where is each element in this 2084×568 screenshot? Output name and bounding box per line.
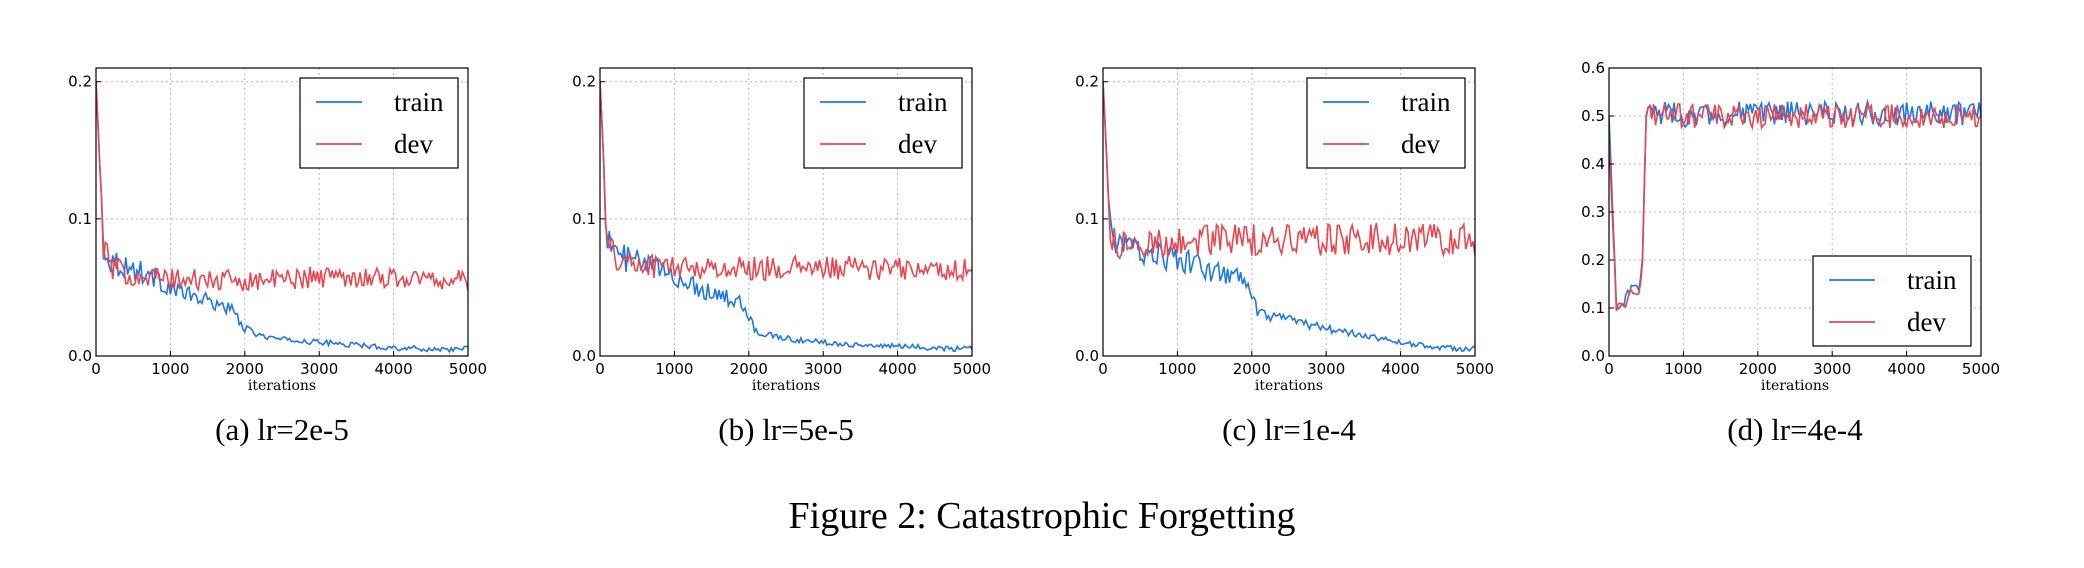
y-tick-label: 0.1 [1581, 299, 1605, 317]
legend: train dev [299, 77, 459, 169]
x-tick-label: 4000 [375, 360, 413, 378]
legend-label-train: train [1401, 87, 1451, 117]
y-tick-label: 0.4 [1581, 155, 1605, 173]
y-tick-label: 0.1 [572, 210, 596, 228]
figure-caption: Figure 2: Catastrophic Forgetting [789, 495, 1296, 537]
y-tick-label: 0.2 [1075, 73, 1099, 91]
panel-caption: (a) lr=2e-5 [215, 412, 349, 447]
legend-label-train: train [394, 87, 444, 117]
panel-caption: (d) lr=4e-4 [1727, 412, 1863, 447]
legend-label-dev: dev [394, 129, 433, 159]
series-line-dev [96, 81, 468, 293]
x-tick-label: 0 [595, 360, 605, 378]
x-tick-label: 0 [1604, 360, 1614, 378]
x-tick-label: 1000 [655, 360, 693, 378]
x-tick-label: 0 [1098, 360, 1108, 378]
x-tick-label: 5000 [953, 360, 991, 378]
series-line-train [600, 81, 972, 353]
legend-box [299, 77, 459, 169]
series-line-dev [1609, 101, 1981, 312]
x-tick-label: 5000 [1456, 360, 1494, 378]
y-tick-label: 0.2 [68, 73, 92, 91]
y-tick-label: 0.0 [68, 347, 92, 365]
plot-frame [1102, 67, 1476, 357]
x-tick-label: 4000 [1382, 360, 1420, 378]
chart-panel-3: 0 1000 2000 3000 4000 5000 0.0 0.1 0.2 iterations… [1075, 67, 1494, 447]
x-tick-label: 4000 [1888, 360, 1926, 378]
panel-caption: (c) lr=1e-4 [1222, 412, 1356, 447]
x-tick-label: 3000 [300, 360, 338, 378]
x-tick-label: 3000 [1813, 360, 1851, 378]
x-tick-label: 1000 [1158, 360, 1196, 378]
legend-label-dev: dev [1401, 129, 1440, 159]
y-tick-label: 0.3 [1581, 203, 1605, 221]
legend: train dev [1812, 255, 1972, 347]
x-axis-label: iterations [248, 378, 316, 394]
legend-box [1812, 255, 1972, 347]
y-tick-label: 0.2 [1581, 251, 1605, 269]
x-tick-label: 2000 [730, 360, 768, 378]
y-tick-label: 0.0 [1075, 347, 1099, 365]
legend: train dev [1306, 77, 1466, 169]
x-tick-label: 3000 [804, 360, 842, 378]
legend-box [803, 77, 963, 169]
x-tick-label: 2000 [1739, 360, 1777, 378]
legend: train dev [803, 77, 963, 169]
chart-panel-4: 0 1000 2000 3000 4000 5000 0.0 0.1 0.2 0.3 0.4 0.5 0… [1581, 59, 2000, 447]
y-tick-label: 0.0 [572, 347, 596, 365]
x-axis-label: iterations [1761, 378, 1829, 394]
x-tick-label: 5000 [449, 360, 487, 378]
legend-label-dev: dev [1907, 307, 1946, 337]
x-tick-label: 3000 [1307, 360, 1345, 378]
plot-frame [599, 67, 973, 357]
y-tick-label: 0.1 [68, 210, 92, 228]
y-tick-label: 0.2 [572, 73, 596, 91]
series-line-train [1609, 98, 1981, 310]
plot-frame [95, 67, 469, 357]
y-tick-label: 0.1 [1075, 210, 1099, 228]
x-tick-label: 5000 [1962, 360, 2000, 378]
x-tick-label: 2000 [1233, 360, 1271, 378]
panel-caption: (b) lr=5e-5 [718, 412, 853, 447]
y-tick-label: 0.6 [1581, 59, 1605, 77]
legend-label-train: train [898, 87, 948, 117]
chart-panel-2: 0 1000 2000 3000 4000 5000 0.0 0.1 0.2 iterations… [572, 67, 991, 447]
legend-label-train: train [1907, 265, 1957, 295]
x-tick-label: 4000 [879, 360, 917, 378]
x-tick-label: 1000 [151, 360, 189, 378]
x-tick-label: 2000 [226, 360, 264, 378]
x-tick-label: 0 [91, 360, 101, 378]
chart-panel-1: 0 1000 2000 3000 4000 5000 0.0 0.1 0.2 iterations… [68, 67, 487, 447]
y-tick-label: 0.5 [1581, 107, 1605, 125]
series-line-train [1103, 81, 1475, 353]
legend-label-dev: dev [898, 129, 937, 159]
legend-box [1306, 77, 1466, 169]
x-axis-label: iterations [1255, 378, 1323, 394]
x-axis-label: iterations [752, 378, 820, 394]
series-line-dev [1103, 81, 1475, 260]
x-tick-label: 1000 [1664, 360, 1702, 378]
y-tick-label: 0.0 [1581, 347, 1605, 365]
series-line-dev [600, 81, 972, 283]
